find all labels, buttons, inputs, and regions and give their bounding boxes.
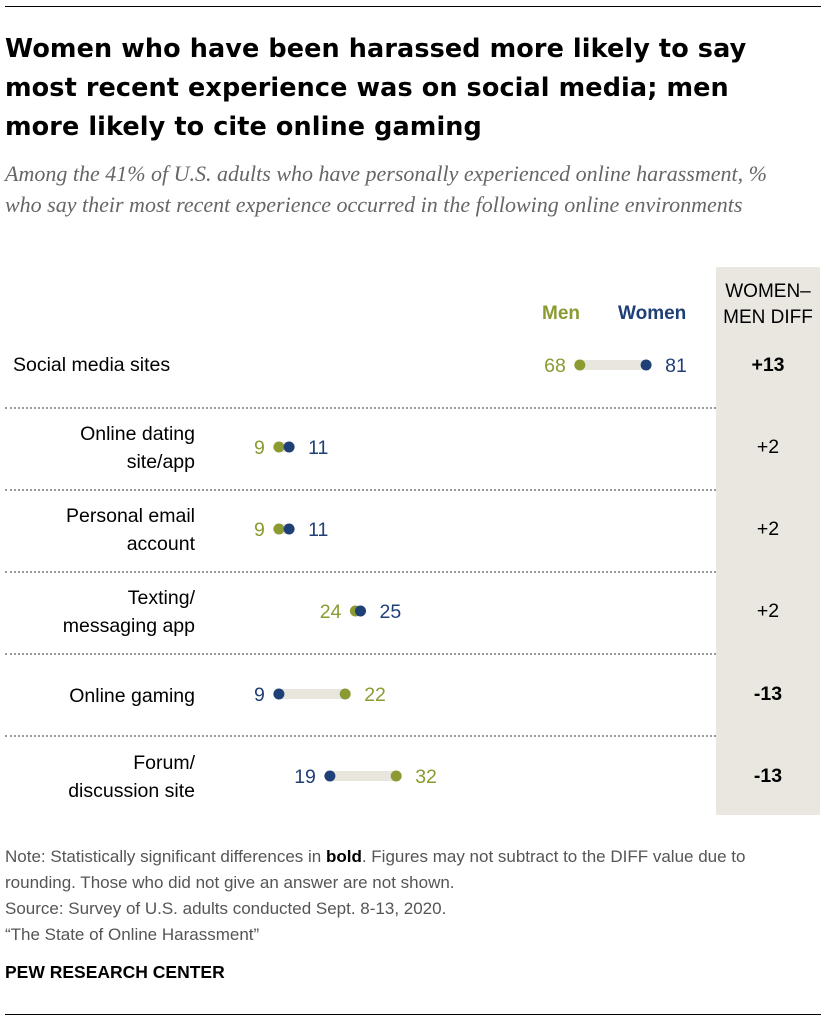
value-label-men: 22 bbox=[364, 684, 386, 706]
chart-note: Note: Statistically significant differen… bbox=[5, 844, 820, 948]
dot-women bbox=[640, 359, 652, 371]
row-divider bbox=[5, 489, 716, 491]
dot-women bbox=[355, 605, 366, 617]
brand-logo-text: PEW RESEARCH CENTER bbox=[5, 962, 225, 982]
row-divider bbox=[5, 571, 716, 573]
row-label-social-media: Social media sites bbox=[13, 351, 203, 379]
diff-value-online-dating: +2 bbox=[756, 436, 780, 458]
value-label-men: 68 bbox=[544, 355, 566, 377]
row-divider bbox=[5, 407, 716, 409]
diff-column-header: WOMEN–MEN DIFF bbox=[723, 281, 813, 328]
value-label-women: 25 bbox=[380, 601, 402, 623]
row-label-line2: site/app bbox=[126, 451, 195, 473]
row-label-line2: discussion site bbox=[68, 780, 195, 802]
note-text: Note: Statistically significant differen… bbox=[5, 847, 746, 892]
diff-value-texting: +2 bbox=[756, 600, 780, 622]
row-divider bbox=[5, 653, 716, 655]
diff-column-background bbox=[716, 267, 820, 815]
row-label-line1: Texting/ bbox=[127, 587, 195, 609]
value-label-women: 19 bbox=[294, 766, 316, 788]
value-label-women: 81 bbox=[665, 355, 687, 377]
chart-subtitle: Among the 41% of U.S. adults who have pe… bbox=[5, 161, 767, 217]
diff-value-social-media: +13 bbox=[751, 354, 785, 376]
dot-women bbox=[283, 523, 295, 535]
row-label-texting: Texting/ messaging app bbox=[5, 584, 195, 640]
report-title: “The State of Online Harassment” bbox=[5, 925, 260, 944]
dot-women bbox=[283, 441, 295, 453]
row-label-line2: messaging app bbox=[62, 615, 195, 637]
row-label-online-gaming: Online gaming bbox=[5, 682, 195, 710]
dot-men bbox=[273, 441, 285, 453]
row-label-forum: Forum/ discussion site bbox=[5, 749, 195, 805]
row-divider bbox=[5, 735, 716, 737]
diff-value-personal-email: +2 bbox=[756, 518, 780, 540]
row-label-line1: Online gaming bbox=[69, 685, 195, 707]
value-label-women: 11 bbox=[308, 437, 328, 459]
value-label-men: 9 bbox=[254, 437, 265, 459]
value-label-men: 24 bbox=[320, 601, 342, 623]
top-rule bbox=[5, 6, 821, 7]
dot-women bbox=[324, 770, 336, 782]
row-label-personal-email: Personal email account bbox=[5, 502, 195, 558]
row-label-line1: Online dating bbox=[80, 423, 195, 445]
legend-women: Women bbox=[618, 303, 687, 324]
diff-value-forum: -13 bbox=[753, 765, 783, 787]
value-label-men: 32 bbox=[415, 766, 437, 788]
diff-value-online-gaming: -13 bbox=[753, 683, 783, 705]
dot-men bbox=[273, 523, 285, 535]
row-label-line1: Forum/ bbox=[133, 752, 195, 774]
note-bold-word: bold bbox=[325, 847, 362, 866]
legend-men: Men bbox=[542, 303, 580, 324]
dot-men bbox=[574, 359, 586, 371]
value-label-women: 11 bbox=[308, 519, 328, 541]
dot-women bbox=[273, 688, 285, 700]
row-label-online-dating: Online dating site/app bbox=[5, 420, 195, 476]
value-label-women: 9 bbox=[254, 684, 265, 706]
bottom-rule bbox=[5, 1014, 821, 1015]
dot-men bbox=[390, 770, 402, 782]
source-text: Source: Survey of U.S. adults conducted … bbox=[5, 899, 447, 918]
value-label-men: 9 bbox=[254, 519, 265, 541]
row-label-text: Social media sites bbox=[13, 354, 171, 376]
chart-title: Women who have been harassed more likely… bbox=[5, 34, 747, 142]
row-label-line1: Personal email bbox=[66, 505, 195, 527]
dot-men bbox=[339, 688, 351, 700]
row-label-line2: account bbox=[126, 533, 195, 555]
